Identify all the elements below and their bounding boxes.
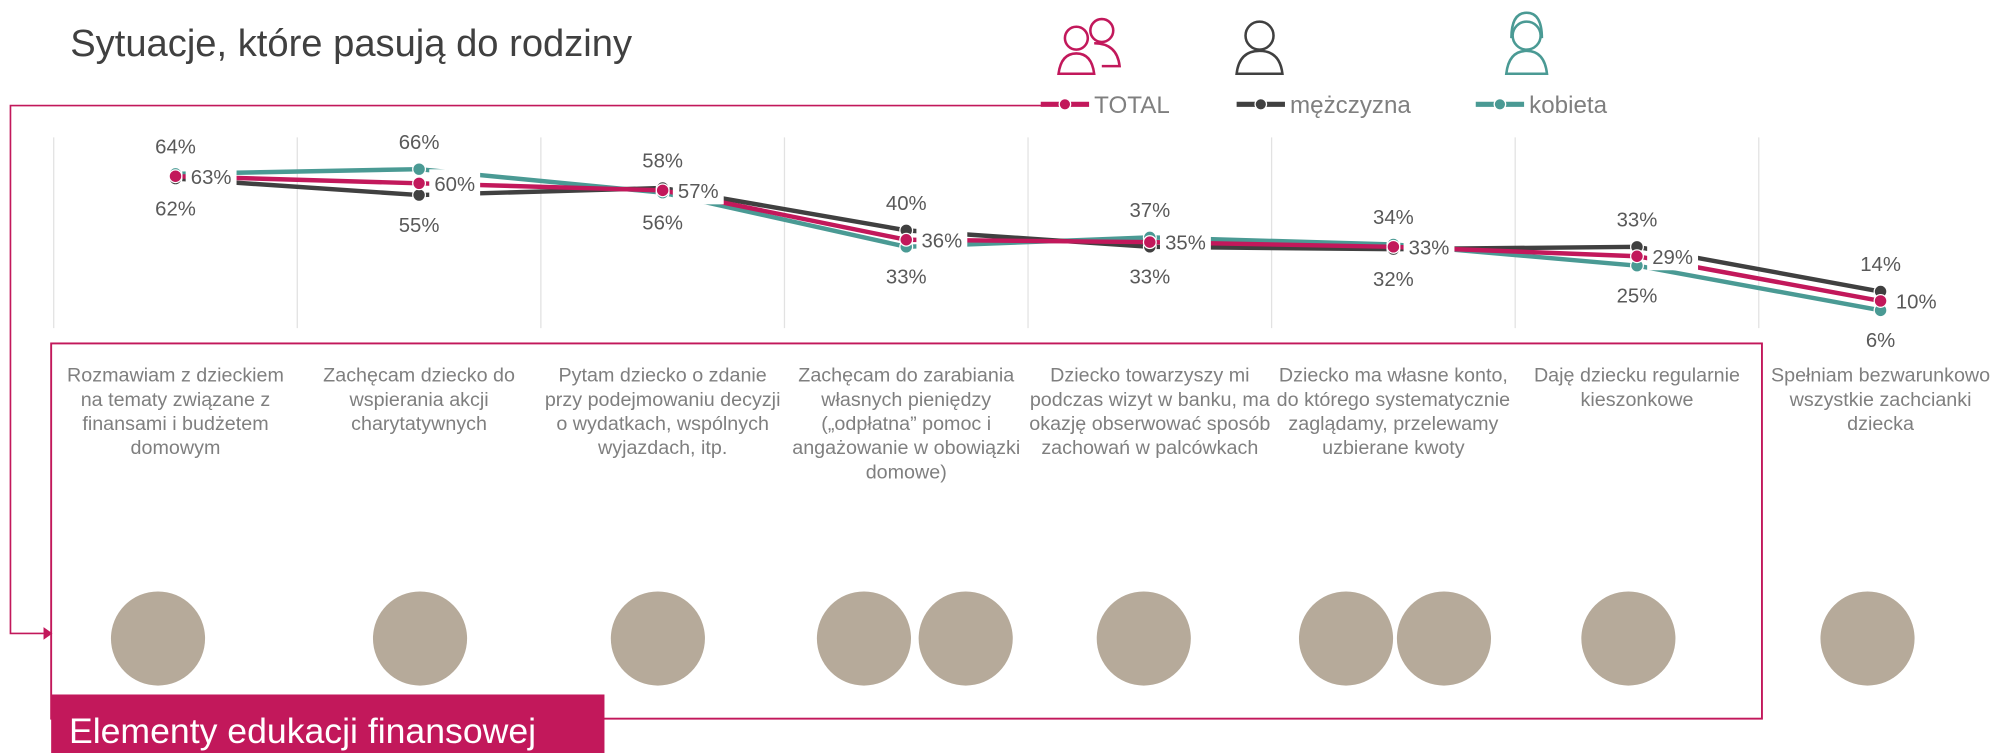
legend-dot [1493,97,1507,111]
data-label: 37% [1129,200,1170,222]
category-label: Pytam dziecko o zdanie przy podejmowaniu… [544,365,781,460]
plot: 63% 64% 62% 60% 66% 55% 57% 58% 56% 36% 40% 33% 35% 3… [155,132,1942,352]
label-bg [1403,232,1455,261]
legend-dot [1254,97,1268,111]
point [655,183,670,198]
legend-label: mężczyzna [1290,92,1411,119]
legend-label: TOTAL [1094,92,1170,119]
legend-label: kobieta [1529,92,1607,119]
label-bg [1647,242,1699,271]
data-label: 56% [642,213,683,235]
data-label: 29% [1652,247,1693,269]
data-label: 62% [155,198,196,220]
banner-text: Elementy edukacji finansowej [69,711,536,751]
connector [9,104,1044,635]
category-label: Dziecko towarzyszy mi podczas wizyt w ba… [1029,365,1271,460]
point [1386,239,1401,254]
label-bg [1890,286,1942,315]
category-box: Spełniam bezwarunkowo wszystkie zachcian… [1770,365,1991,436]
legend-dot [1058,97,1072,111]
photos [110,591,1915,686]
data-label: 40% [886,193,927,215]
category-label: Rozmawiam z dzieckiem na tematy związane… [67,365,284,460]
data-label: 6% [1866,330,1895,352]
frame [50,342,1763,720]
category-box: Zachęcam do zarabiania własnych pieniędz… [792,365,1021,484]
data-label: 32% [1373,269,1414,291]
data-label: 14% [1860,254,1901,276]
point [412,162,427,177]
legend: TOTAL mężczyzna kobieta [1040,92,1608,119]
data-label: 34% [1373,207,1414,229]
arrow-head [43,627,53,640]
data-label: 33% [1617,209,1658,231]
data-label: 25% [1617,286,1658,308]
point [412,176,427,191]
label-bg [429,169,481,198]
category-box: Dziecko ma własne konto, do którego syst… [1276,365,1511,460]
data-label: 35% [1165,233,1206,255]
data-label: 63% [191,167,232,189]
data-label: 58% [642,151,683,173]
data-label: 36% [922,230,963,252]
data-label: 57% [678,181,719,203]
data-label: 33% [1129,267,1170,289]
category-box: Daję dziecku regularnie kieszonkowe [1533,365,1740,411]
legend-icons [1057,11,1549,76]
label-bg [672,176,724,205]
category-label: Zachęcam dziecko do wspierania akcji cha… [323,365,515,436]
data-label: 66% [399,132,440,154]
data-label: 33% [886,267,927,289]
category-label: Daję dziecku regularnie kieszonkowe [1533,365,1740,411]
category-label: Zachęcam do zarabiania własnych pieniędz… [792,365,1021,484]
category-box: Dziecko towarzyszy mi podczas wizyt w ba… [1029,365,1271,460]
point [168,169,183,184]
data-label: 10% [1896,292,1937,314]
category-box: Rozmawiam z dzieckiem na tematy związane… [67,365,284,460]
separators: Rozmawiam z dzieckiem na tematy związane… [53,137,1991,484]
point [1142,235,1157,250]
point [1629,249,1644,264]
data-label: 64% [155,137,196,159]
point [412,188,427,203]
point [899,232,914,247]
data-label: 60% [434,174,475,196]
category-label: Spełniam bezwarunkowo wszystkie zachcian… [1770,365,1991,436]
label-bg [185,162,237,191]
data-label: 55% [399,215,440,237]
chart-title: Sytuacje, które pasują do rodziny [70,22,632,65]
point [1873,293,1888,308]
category-box: Zachęcam dziecko do wspierania akcji cha… [323,365,515,436]
category-label: Dziecko ma własne konto, do którego syst… [1276,365,1511,460]
banner [51,694,605,753]
category-box: Pytam dziecko o zdanie przy podejmowaniu… [544,365,781,460]
label-bg [1159,228,1211,257]
data-label: 33% [1409,237,1450,259]
label-bg [916,225,968,254]
